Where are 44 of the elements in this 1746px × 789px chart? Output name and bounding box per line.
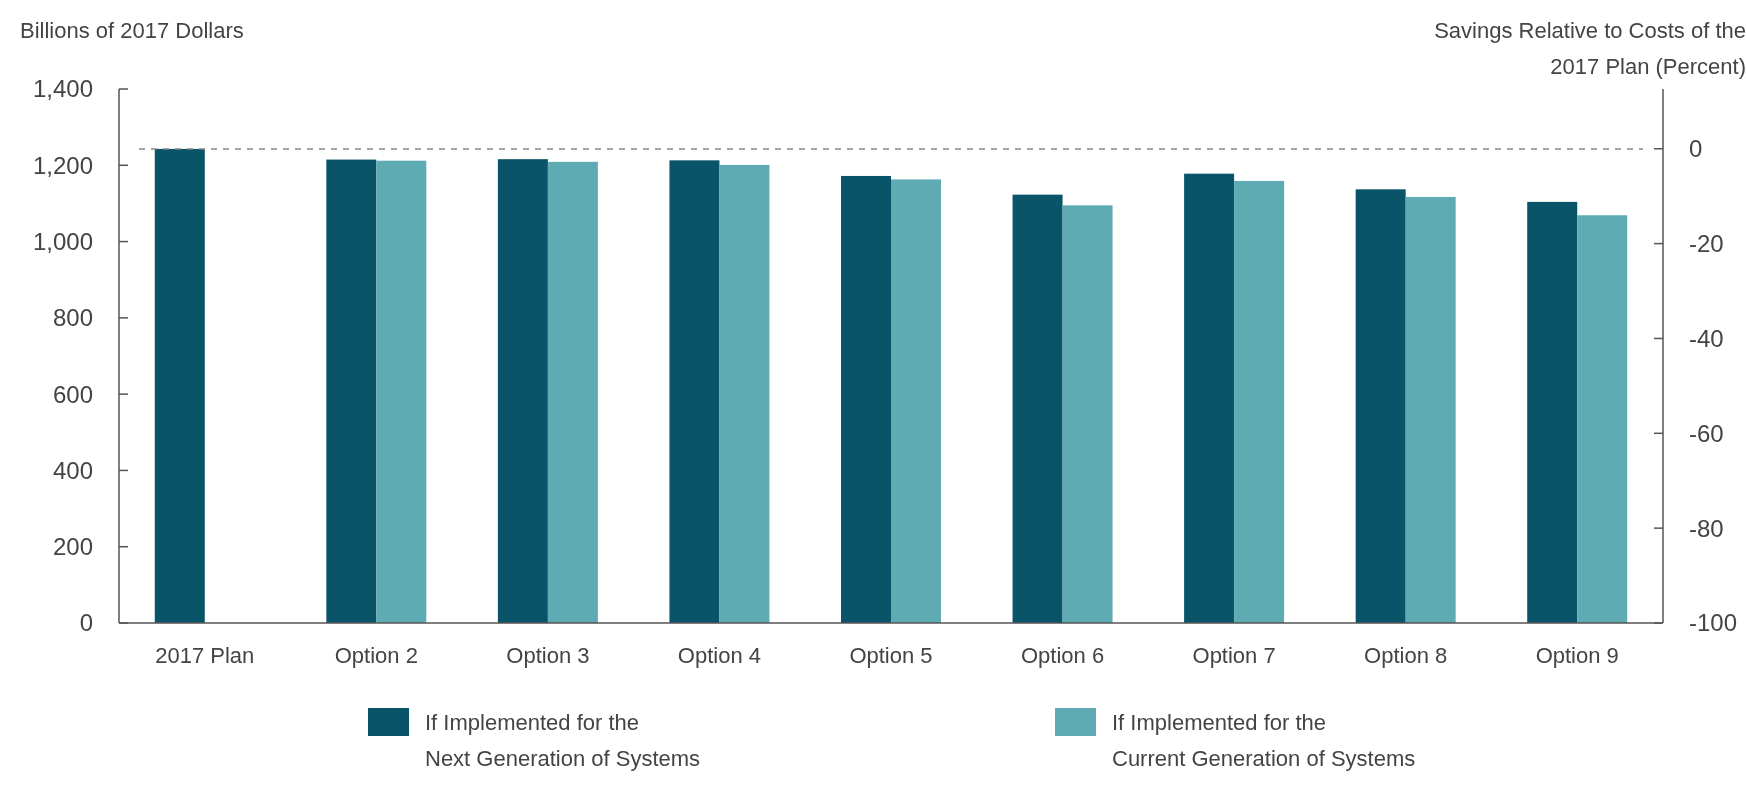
bar — [1012, 194, 1063, 623]
y2-tick-label: 0 — [1689, 135, 1703, 163]
bar — [1062, 205, 1113, 623]
y2-tick-label: -80 — [1689, 514, 1724, 542]
legend-label: If Implemented for the Current Generation of Systems — [1112, 710, 1416, 771]
y2-tick-label: -100 — [1689, 609, 1738, 637]
y-tick-label: 200 — [52, 533, 93, 561]
legend-label: If Implemented for the Next Generation of Systems — [425, 710, 701, 771]
y-axis-title: Billions of 2017 Dollars — [20, 18, 244, 43]
y-tick-label: 0 — [79, 609, 93, 637]
y-tick-label: 1,200 — [32, 151, 93, 179]
y-tick-label: 400 — [52, 456, 93, 484]
x-tick-label: Option 2 — [334, 643, 418, 668]
bar — [841, 175, 891, 623]
x-tick-label: Option 7 — [1192, 643, 1276, 668]
y-tick-label: 1,400 — [32, 75, 93, 103]
y2-tick-label: -60 — [1689, 419, 1724, 447]
y-tick-label: 600 — [52, 380, 93, 408]
bar — [1527, 201, 1578, 623]
y2-axis-title: Savings Relative to Costs of the 2017 Plan (Percent) — [1434, 18, 1746, 79]
x-tick-label: Option 4 — [677, 643, 762, 668]
x-tick-label: Option 5 — [849, 643, 933, 668]
bar — [376, 160, 427, 623]
bar — [1405, 196, 1456, 623]
bar — [891, 179, 941, 623]
bar — [1184, 173, 1235, 623]
bar — [1577, 215, 1628, 623]
bar — [154, 148, 205, 623]
x-tick-label: Option 3 — [506, 643, 590, 668]
y2-tick-label: -40 — [1689, 324, 1724, 352]
bar — [1355, 189, 1406, 623]
x-tick-label: Option 9 — [1535, 643, 1619, 668]
bar — [1234, 180, 1285, 623]
y-tick-label: 1,000 — [32, 227, 93, 255]
y2-tick-label: -20 — [1689, 230, 1724, 257]
x-tick-label: Option 8 — [1364, 643, 1448, 668]
x-tick-label: 2017 Plan — [155, 643, 255, 668]
bar — [669, 160, 720, 623]
bar — [326, 159, 377, 623]
y-tick-label: 800 — [52, 304, 93, 332]
x-tick-label: Option 6 — [1020, 643, 1105, 668]
bar — [497, 159, 548, 623]
bar — [719, 164, 770, 623]
bar — [547, 161, 598, 623]
